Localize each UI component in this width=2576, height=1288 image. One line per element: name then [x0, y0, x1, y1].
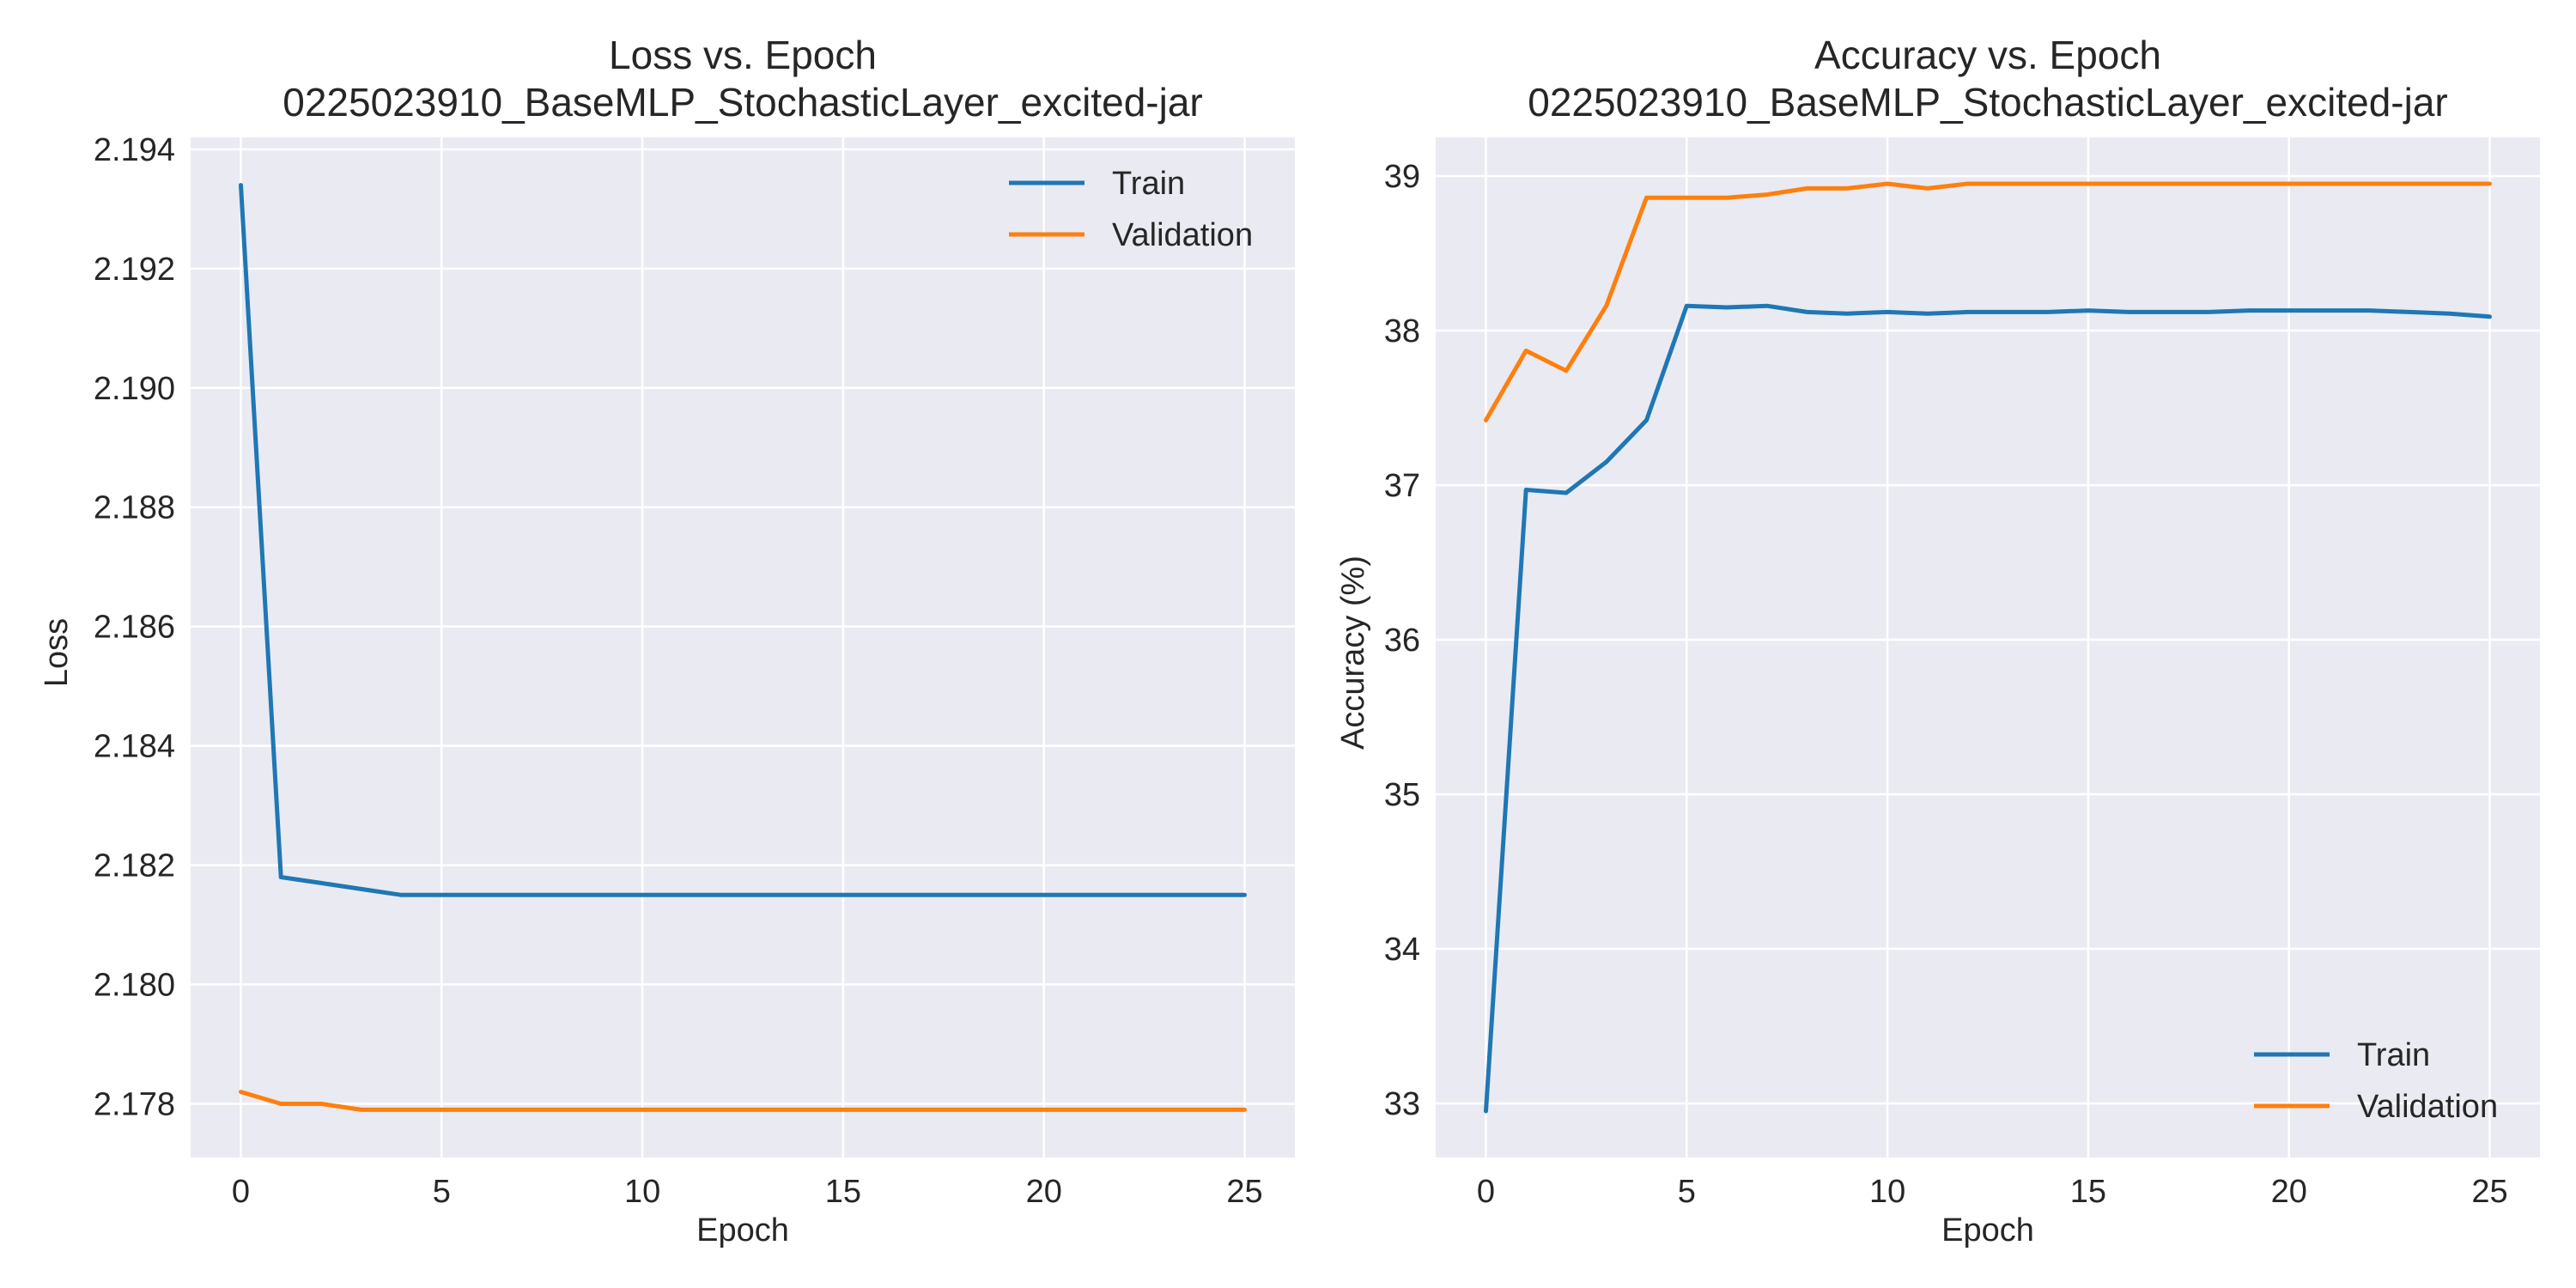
loss-y-tick-label: 2.192 — [94, 252, 175, 288]
accuracy-x-tick-label: 0 — [1477, 1174, 1495, 1210]
accuracy-y-tick-label: 37 — [1384, 468, 1420, 504]
accuracy-legend-train-label: Train — [2357, 1037, 2430, 1073]
loss-legend-validation-label: Validation — [1112, 217, 1253, 253]
loss-x-tick-label: 25 — [1226, 1174, 1262, 1210]
accuracy-legend-validation-label: Validation — [2357, 1089, 2498, 1125]
loss-legend: Train Validation — [1009, 166, 1253, 253]
accuracy-legend: Train Validation — [2254, 1037, 2498, 1125]
loss-validation-line — [239, 1090, 1247, 1112]
loss-x-tick-label: 10 — [624, 1174, 660, 1210]
loss-y-axis-label: Loss — [39, 618, 75, 687]
accuracy-plot-background — [1436, 137, 2540, 1157]
accuracy-x-axis-label: Epoch — [1941, 1212, 2034, 1249]
accuracy-y-tick-label: 36 — [1384, 623, 1420, 659]
loss-y-tick-label: 2.180 — [94, 968, 175, 1004]
loss-legend-train-label: Train — [1112, 166, 1185, 202]
accuracy-x-tick-label: 25 — [2471, 1174, 2507, 1210]
accuracy-x-tick-label: 10 — [1869, 1174, 1905, 1210]
accuracy-x-tick-label: 15 — [2070, 1174, 2106, 1210]
loss-chart-title: Loss vs. Epoch — [609, 33, 877, 77]
loss-x-tick-label: 0 — [232, 1174, 250, 1210]
loss-y-tick-label: 2.188 — [94, 490, 175, 526]
loss-plot-background — [191, 137, 1295, 1157]
accuracy-y-axis-label: Accuracy (%) — [1335, 556, 1371, 750]
accuracy-x-tick-label: 5 — [1678, 1174, 1696, 1210]
accuracy-train-line — [1484, 303, 2492, 1114]
accuracy-chart: 0 5 10 15 20 25 33 34 35 36 37 38 39 Accuracy vs. Ep… — [1335, 33, 2540, 1249]
loss-y-tick-label: 2.184 — [94, 729, 175, 765]
loss-x-tick-label: 5 — [433, 1174, 451, 1210]
loss-y-tick-label: 2.190 — [94, 371, 175, 407]
accuracy-y-tick-label: 39 — [1384, 159, 1420, 195]
loss-plot-area: 0 5 10 15 20 25 2.178 2.180 2.182 2.184 2.186 2.188… — [94, 132, 1295, 1210]
accuracy-y-tick-label: 33 — [1384, 1086, 1420, 1122]
accuracy-y-tick-label: 38 — [1384, 313, 1420, 349]
loss-chart: 0 5 10 15 20 25 2.178 2.180 2.182 2.184 2.186 2.188… — [39, 33, 1295, 1249]
accuracy-chart-subtitle: 0225023910_BaseMLP_StochasticLayer_excit… — [1528, 80, 2447, 125]
accuracy-chart-title: Accuracy vs. Epoch — [1814, 33, 2161, 77]
loss-y-tick-label: 2.178 — [94, 1086, 175, 1122]
loss-y-tick-label: 2.194 — [94, 132, 175, 168]
loss-y-tick-label: 2.186 — [94, 610, 175, 646]
accuracy-plot-area: 0 5 10 15 20 25 33 34 35 36 37 38 39 — [1384, 137, 2540, 1210]
loss-x-tick-label: 20 — [1026, 1174, 1062, 1210]
loss-x-axis-label: Epoch — [696, 1212, 789, 1249]
loss-y-tick-label: 2.182 — [94, 848, 175, 884]
accuracy-validation-line — [1484, 181, 2492, 422]
accuracy-x-tick-label: 20 — [2271, 1174, 2307, 1210]
accuracy-y-tick-label: 35 — [1384, 777, 1420, 813]
loss-x-tick-label: 15 — [825, 1174, 861, 1210]
loss-train-line — [239, 183, 1247, 897]
loss-chart-subtitle: 0225023910_BaseMLP_StochasticLayer_excit… — [283, 80, 1202, 125]
accuracy-y-tick-label: 34 — [1384, 932, 1420, 968]
